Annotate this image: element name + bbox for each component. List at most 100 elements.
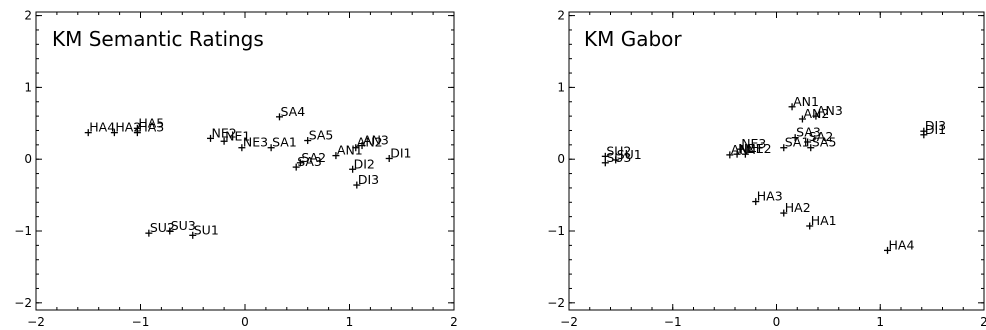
point-label: HA2 [115,120,141,135]
data-point: SU1 [189,222,219,239]
point-label: AN3 [817,103,843,118]
point-label: HA4 [889,237,915,252]
y-tick-label: −1 [14,224,32,238]
data-point: NE2 [207,125,237,142]
y-tick-label: 2 [24,9,32,23]
data-point: AN1 [788,94,819,111]
panel-semantic-ratings: KM Semantic Ratings −2 −1 0 1 2 −2 −1 0 1 2 HA4 HA2… [14,9,458,329]
data-point: SA5 [304,128,333,145]
point-label: DI3 [925,118,946,133]
point-label: NE3 [741,136,766,151]
data-point: AN3 [812,103,843,120]
y-tick-label: 1 [24,80,32,94]
data-point: SA1 [267,135,297,152]
data-point: HA2 [110,120,141,137]
data-point: SU2 [601,143,631,160]
point-label: DI2 [354,156,375,171]
x-tick-label: 2 [980,315,986,329]
data-point: AN3 [358,133,389,150]
point-label: HA4 [89,120,115,135]
data-point: SA2 [804,129,833,146]
data-point: SA2 [296,150,326,167]
point-label: AN2 [803,106,829,121]
point-label: AN1 [793,94,819,109]
data-point: SU1 [612,147,642,164]
data-point: NE3 [238,135,268,152]
point-label: DI3 [358,172,379,187]
data-marks: −2 −1 0 1 2−2−1012SU2SU1SU3AN4NE3NE1NE2AN1AN… [547,9,986,329]
x-tick-label: 0 [241,315,249,329]
y-tick-label: 0 [557,152,565,166]
data-point: HA5 [133,115,164,132]
point-label: SU1 [194,222,219,237]
point-label: SU2 [606,143,631,158]
data-point: DI2 [349,156,375,173]
data-point: SA1 [780,135,809,152]
point-label: NE1 [225,128,250,143]
y-tick-label: −1 [547,224,565,238]
point-label: SA3 [297,154,322,169]
plot-frame [35,11,455,311]
point-label: SA5 [812,135,837,150]
chart-title: KM Semantic Ratings [52,27,264,51]
point-label: HA5 [138,115,164,130]
x-tick-label: 2 [450,315,458,329]
point-label: SA5 [309,128,334,143]
data-point: HA1 [806,213,837,230]
x-tick-label: −2 [560,315,578,329]
y-tick-label: 1 [557,80,565,94]
point-label: AN3 [363,133,389,148]
point-label: SA1 [272,135,297,150]
data-point: NE3 [736,136,766,153]
data-point: HA4 [84,120,115,137]
data-point: HA4 [884,237,914,254]
point-label: SU3 [171,218,196,233]
data-point: NE2 [741,141,772,158]
y-tick-label: 0 [24,152,32,166]
y-tick-label: 2 [557,9,565,23]
x-tick-label: 1 [346,315,354,329]
y-tick-label: −2 [547,296,565,310]
x-tick-label: −2 [27,315,45,329]
point-label: SA1 [785,135,810,150]
data-point: DI1 [385,145,411,162]
data-point: SU3 [166,218,196,235]
x-tick-label: 1 [876,315,884,329]
point-label: DI1 [390,145,411,160]
data-point: SA4 [275,104,305,121]
point-label: DI1 [925,122,946,137]
data-point: DI1 [920,122,946,139]
data-point: NE1 [733,141,763,158]
data-point: SA5 [807,135,836,152]
point-label: HA1 [811,213,837,228]
x-tick-label: −1 [132,315,150,329]
point-label: SU1 [617,147,642,162]
data-point: NE1 [220,128,250,145]
data-point: SU3 [601,150,631,167]
data-point: HA3 [752,189,783,206]
point-label: HA2 [785,200,811,215]
x-tick-label: 0 [773,315,781,329]
point-label: SA4 [280,104,305,119]
point-label: NE3 [243,135,268,150]
point-label: NE1 [738,141,763,156]
point-label: SA2 [809,129,834,144]
panel-gabor: KM Gabor −2 −1 0 1 2−2−1012SU2SU1SU3AN4NE3NE… [547,9,986,329]
data-point: DI3 [920,118,946,135]
point-label: NE2 [212,125,237,140]
data-point: HA2 [780,200,811,217]
point-label: SA2 [301,150,326,165]
x-tick-label: −1 [664,315,682,329]
data-point: SA3 [791,125,821,142]
point-label: HA3 [757,189,783,204]
chart-title: KM Gabor [584,27,682,51]
point-label: NE2 [746,141,771,156]
point-label: SU3 [606,150,631,165]
data-point: SA3 [292,154,322,171]
data-point: DI3 [353,172,379,189]
data-point: AN2 [798,106,829,123]
y-tick-label: −2 [14,296,32,310]
point-label: HA3 [138,120,164,135]
